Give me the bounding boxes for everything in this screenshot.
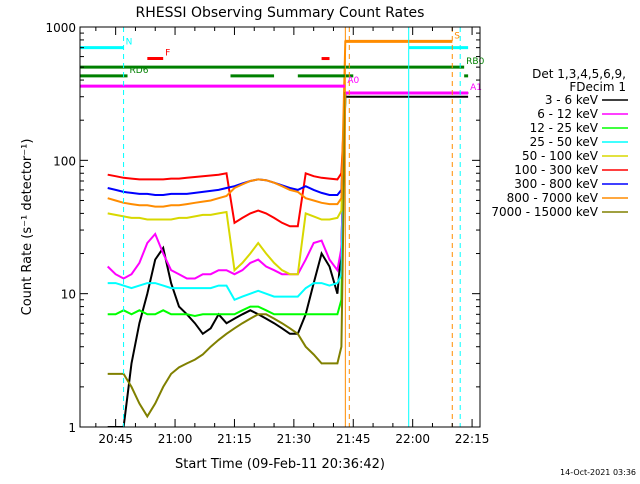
- series-line: [107, 92, 469, 276]
- chart-title: RHESSI Observing Summary Count Rates: [136, 5, 425, 21]
- legend-label: 6 - 12 keV: [537, 107, 599, 121]
- flag-label: RD6: [130, 66, 149, 76]
- x-tick-label: 21:30: [277, 432, 312, 446]
- series-line: [107, 92, 469, 419]
- x-tick-label: 21:45: [336, 432, 371, 446]
- flag-label: N: [126, 38, 133, 48]
- flag-label: RB0: [466, 57, 484, 67]
- y-tick-label: 10: [61, 288, 76, 302]
- series-line: [107, 92, 469, 228]
- x-tick-label: 22:00: [395, 432, 430, 446]
- x-tick-label: 20:45: [98, 432, 133, 446]
- axes-layer: 1 10 100 1000 20:45 21:00 21:15 21:30 21:45 22:00…: [45, 21, 489, 446]
- flag-label: F: [165, 49, 170, 59]
- legend-label: 50 - 100 keV: [522, 149, 599, 163]
- y-axis-label: Count Rate (s⁻¹ detector⁻¹): [20, 139, 35, 316]
- legend-label: 300 - 800 keV: [514, 177, 598, 191]
- x-tick-label: 21:15: [217, 432, 252, 446]
- legend-label: 3 - 6 keV: [545, 93, 599, 107]
- y-tick-label: 1: [68, 421, 76, 435]
- legend-label: 800 - 7000 keV: [507, 191, 599, 205]
- x-axis-label: Start Time (09-Feb-11 20:36:42): [175, 457, 385, 472]
- legend-label: 25 - 50 keV: [530, 135, 599, 149]
- y-tick-label: 100: [53, 154, 76, 168]
- legend-label: 7000 - 15000 keV: [491, 205, 598, 219]
- legend-header: FDecim 1: [569, 80, 626, 94]
- legend-label: 12 - 25 keV: [530, 121, 599, 135]
- series-layer: [107, 40, 469, 427]
- series-line: [107, 92, 469, 302]
- series-line: [107, 92, 469, 318]
- series-line: [107, 40, 453, 208]
- flag-label: A1: [470, 83, 482, 93]
- series-line: [107, 95, 469, 427]
- x-tick-label: 21:00: [158, 432, 193, 446]
- plot-frame: [79, 26, 481, 428]
- legend-label: 100 - 300 keV: [514, 163, 598, 177]
- flags-layer: N S F RB0 RD6 A0 A1: [80, 31, 485, 95]
- x-tick-label: 22:15: [455, 432, 490, 446]
- series-line: [107, 92, 469, 196]
- series-line: [107, 92, 469, 280]
- flag-label: A0: [347, 76, 359, 86]
- y-tick-label: 1000: [45, 21, 76, 35]
- legend-header: Det 1,3,4,5,6,9,: [532, 67, 626, 81]
- flag-label: S: [454, 31, 460, 41]
- footer-timestamp: 14-Oct-2021 03:36: [560, 468, 636, 477]
